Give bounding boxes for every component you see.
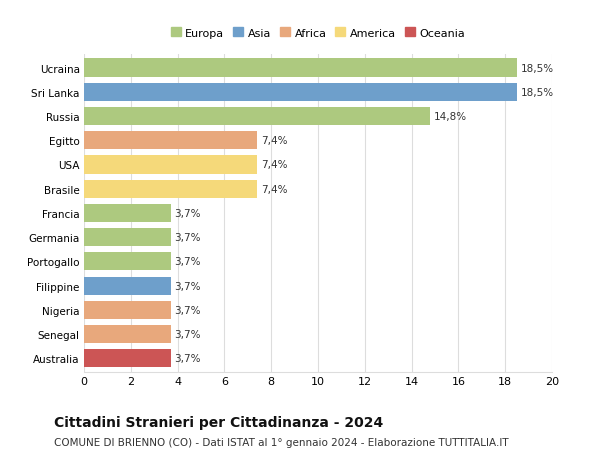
Bar [84,132,257,150]
Bar [84,108,430,126]
Text: 3,7%: 3,7% [174,208,200,218]
Text: 3,7%: 3,7% [174,353,200,364]
Text: 3,7%: 3,7% [174,329,200,339]
Text: 3,7%: 3,7% [174,233,200,243]
Text: 14,8%: 14,8% [434,112,467,122]
Bar [84,229,170,246]
Bar [84,59,517,78]
Bar [84,277,170,295]
Bar [84,349,170,368]
Text: Cittadini Stranieri per Cittadinanza - 2024: Cittadini Stranieri per Cittadinanza - 2… [54,415,383,429]
Bar [84,156,257,174]
Text: 3,7%: 3,7% [174,281,200,291]
Text: 7,4%: 7,4% [260,160,287,170]
Bar [84,84,517,101]
Text: 18,5%: 18,5% [520,63,554,73]
Legend: Europa, Asia, Africa, America, Oceania: Europa, Asia, Africa, America, Oceania [169,26,467,41]
Bar [84,301,170,319]
Bar [84,253,170,271]
Bar [84,325,170,343]
Text: 3,7%: 3,7% [174,257,200,267]
Bar [84,180,257,198]
Text: 7,4%: 7,4% [260,136,287,146]
Text: 7,4%: 7,4% [260,184,287,194]
Bar [84,204,170,223]
Text: 3,7%: 3,7% [174,305,200,315]
Text: COMUNE DI BRIENNO (CO) - Dati ISTAT al 1° gennaio 2024 - Elaborazione TUTTITALIA: COMUNE DI BRIENNO (CO) - Dati ISTAT al 1… [54,437,509,447]
Text: 18,5%: 18,5% [520,88,554,98]
